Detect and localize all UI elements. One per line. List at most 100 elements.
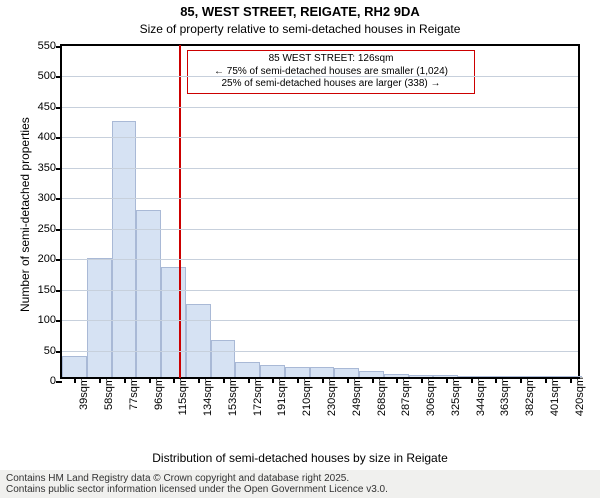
y-tick-label: 150 bbox=[38, 284, 56, 296]
y-tick-label: 300 bbox=[38, 192, 56, 204]
x-tick bbox=[421, 377, 423, 383]
bar bbox=[136, 210, 161, 378]
x-tick-label: 306sqm bbox=[425, 377, 437, 416]
x-tick-label: 39sqm bbox=[78, 377, 90, 410]
y-tick-label: 50 bbox=[44, 345, 56, 357]
y-tick bbox=[56, 229, 62, 231]
y-tick bbox=[56, 198, 62, 200]
y-tick bbox=[56, 137, 62, 139]
y-tick bbox=[56, 290, 62, 292]
chart-title: 85, WEST STREET, REIGATE, RH2 9DA bbox=[0, 4, 600, 19]
x-tick bbox=[99, 377, 101, 383]
bar bbox=[260, 365, 285, 377]
x-tick-label: 77sqm bbox=[128, 377, 140, 410]
y-tick-label: 250 bbox=[38, 223, 56, 235]
plot-area: 85 WEST STREET: 126sqm ← 75% of semi-det… bbox=[60, 44, 580, 379]
x-tick-label: 287sqm bbox=[400, 377, 412, 416]
annotation-title: 85 WEST STREET: 126sqm bbox=[192, 53, 470, 66]
footer-line-2: Contains public sector information licen… bbox=[6, 484, 594, 495]
x-tick bbox=[74, 377, 76, 383]
x-tick-label: 134sqm bbox=[202, 377, 214, 416]
x-tick-label: 58sqm bbox=[103, 377, 115, 410]
y-tick bbox=[56, 46, 62, 48]
bar bbox=[62, 356, 87, 377]
bar bbox=[334, 368, 359, 377]
x-tick bbox=[545, 377, 547, 383]
y-tick bbox=[56, 107, 62, 109]
x-tick bbox=[520, 377, 522, 383]
bar bbox=[87, 258, 112, 377]
y-tick-label: 400 bbox=[38, 131, 56, 143]
x-tick bbox=[248, 377, 250, 383]
y-tick-label: 200 bbox=[38, 253, 56, 265]
reference-line bbox=[179, 45, 181, 378]
bar bbox=[310, 367, 335, 377]
gridline bbox=[62, 107, 578, 108]
gridline bbox=[62, 320, 578, 321]
y-tick-label: 550 bbox=[38, 40, 56, 52]
x-tick-label: 115sqm bbox=[177, 377, 189, 415]
x-tick bbox=[322, 377, 324, 383]
x-tick-label: 172sqm bbox=[252, 377, 264, 416]
x-tick bbox=[124, 377, 126, 383]
y-tick-label: 100 bbox=[38, 314, 56, 326]
gridline bbox=[62, 229, 578, 230]
x-tick bbox=[297, 377, 299, 383]
bar bbox=[186, 304, 211, 377]
x-tick bbox=[272, 377, 274, 383]
x-tick-label: 420sqm bbox=[574, 377, 586, 416]
x-tick-label: 325sqm bbox=[450, 377, 462, 416]
chart-container: 85, WEST STREET, REIGATE, RH2 9DA Size o… bbox=[0, 0, 600, 500]
x-tick-label: 210sqm bbox=[301, 377, 313, 416]
footer-line-1: Contains HM Land Registry data © Crown c… bbox=[6, 473, 594, 484]
annotation-box: 85 WEST STREET: 126sqm ← 75% of semi-det… bbox=[187, 50, 475, 94]
x-tick-label: 153sqm bbox=[227, 377, 239, 416]
y-tick bbox=[56, 351, 62, 353]
y-tick bbox=[56, 76, 62, 78]
bar bbox=[235, 362, 260, 377]
x-tick-label: 249sqm bbox=[351, 377, 363, 416]
x-tick-label: 401sqm bbox=[549, 377, 561, 416]
x-tick bbox=[223, 377, 225, 383]
x-tick-label: 191sqm bbox=[276, 377, 288, 416]
y-tick-label: 450 bbox=[38, 101, 56, 113]
x-tick-label: 96sqm bbox=[153, 377, 165, 410]
x-tick-label: 344sqm bbox=[475, 377, 487, 416]
y-tick-label: 0 bbox=[50, 375, 56, 387]
x-tick bbox=[347, 377, 349, 383]
y-tick-label: 350 bbox=[38, 162, 56, 174]
x-tick bbox=[570, 377, 572, 383]
bar bbox=[285, 367, 310, 377]
x-tick bbox=[396, 377, 398, 383]
gridline bbox=[62, 168, 578, 169]
footer: Contains HM Land Registry data © Crown c… bbox=[0, 470, 600, 498]
annotation-larger: 25% of semi-detached houses are larger (… bbox=[192, 78, 470, 91]
x-tick-label: 363sqm bbox=[499, 377, 511, 416]
x-tick-label: 382sqm bbox=[524, 377, 536, 416]
gridline bbox=[62, 259, 578, 260]
chart-subtitle: Size of property relative to semi-detach… bbox=[0, 22, 600, 36]
gridline bbox=[62, 351, 578, 352]
y-axis-label: Number of semi-detached properties bbox=[18, 117, 32, 312]
x-tick-label: 230sqm bbox=[326, 377, 338, 416]
x-tick bbox=[471, 377, 473, 383]
x-tick bbox=[372, 377, 374, 383]
y-tick bbox=[56, 320, 62, 322]
x-tick bbox=[198, 377, 200, 383]
y-tick bbox=[56, 168, 62, 170]
bar bbox=[112, 121, 137, 377]
x-tick bbox=[495, 377, 497, 383]
x-tick bbox=[173, 377, 175, 383]
bar bbox=[211, 340, 236, 377]
x-tick-label: 268sqm bbox=[376, 377, 388, 416]
histogram-bars bbox=[62, 46, 578, 377]
gridline bbox=[62, 290, 578, 291]
x-tick bbox=[446, 377, 448, 383]
x-tick bbox=[149, 377, 151, 383]
gridline bbox=[62, 198, 578, 199]
y-tick bbox=[56, 381, 62, 383]
y-tick bbox=[56, 259, 62, 261]
gridline bbox=[62, 137, 578, 138]
bar bbox=[161, 267, 186, 377]
gridline bbox=[62, 76, 578, 77]
